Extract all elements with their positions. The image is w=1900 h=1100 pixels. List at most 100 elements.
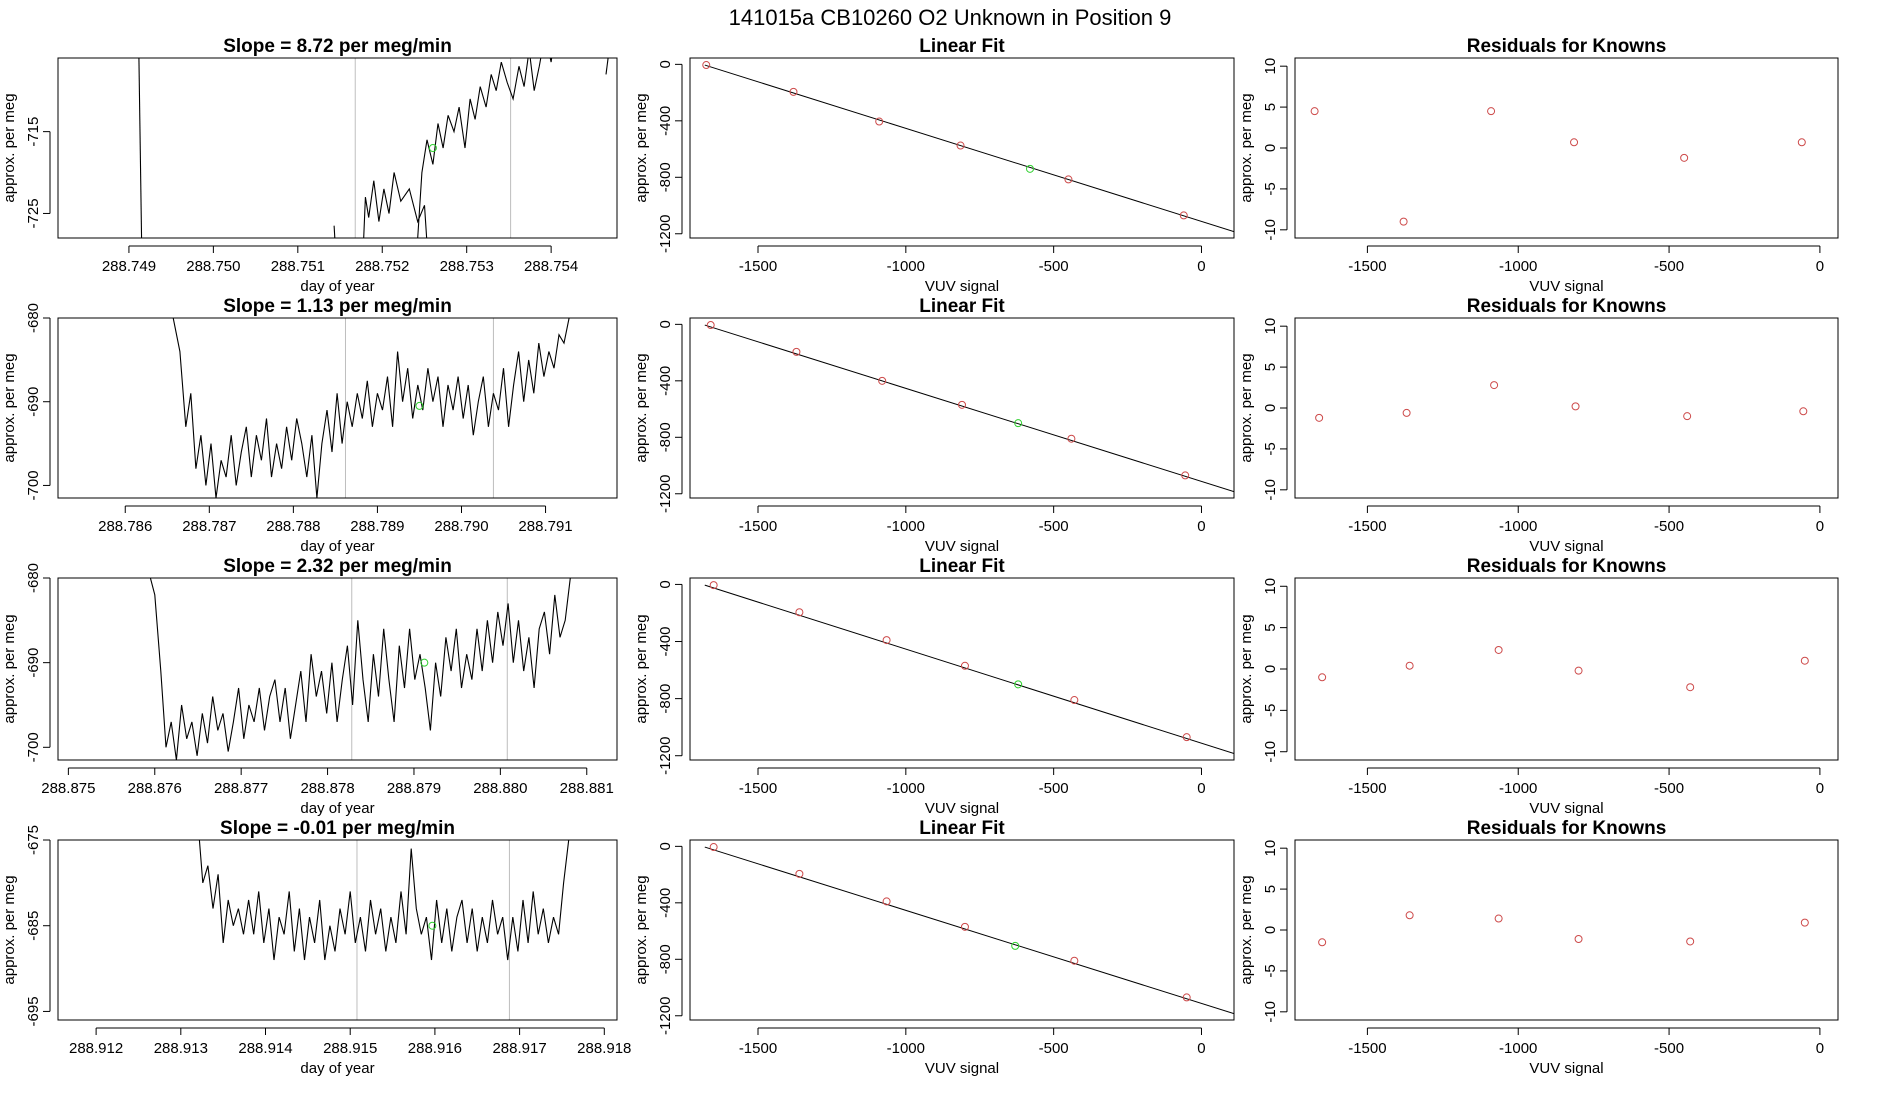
x-tick-label: -1500	[1348, 258, 1386, 275]
panel-fit-2: Linear Fit VUV signal approx. per meg -1500…	[633, 296, 1235, 555]
plot-frame	[689, 577, 1235, 761]
plot-frame	[57, 317, 618, 499]
residual-point	[1686, 937, 1695, 946]
x-tick-label: 288.751	[271, 258, 325, 275]
y-tick-label: -10	[1262, 479, 1279, 501]
y-axis-label: approx. per meg	[1238, 614, 1255, 723]
plot-frame	[57, 839, 618, 1021]
known-point	[706, 321, 715, 330]
x-tick-label: 288.917	[492, 1040, 546, 1057]
known-point	[882, 897, 891, 906]
y-tick-label: -5	[1262, 704, 1279, 717]
known-point	[709, 843, 718, 852]
panel-title: Residuals for Knowns	[1467, 296, 1667, 317]
unknown-point	[1014, 419, 1023, 428]
panel-title: Residuals for Knowns	[1467, 36, 1667, 57]
y-tick-label: -715	[25, 117, 42, 147]
figure-title: 141015a CB10260 O2 Unknown in Position 9	[729, 5, 1172, 30]
y-tick-label: -800	[657, 162, 674, 192]
known-point	[789, 87, 798, 96]
plot-frame	[689, 317, 1235, 499]
x-tick-label: 288.878	[300, 780, 354, 797]
plot-area	[138, 58, 609, 238]
residual-point	[1487, 107, 1496, 116]
known-point	[956, 141, 965, 150]
panel-fit-3: Linear Fit VUV signal approx. per meg -1500…	[633, 556, 1235, 817]
y-tick-label: -400	[657, 106, 674, 136]
y-tick-label: -800	[657, 944, 674, 974]
y-tick-label: -680	[25, 303, 42, 333]
known-point	[795, 869, 804, 878]
x-tick-label: 288.912	[69, 1040, 123, 1057]
y-tick-label: -800	[657, 422, 674, 452]
x-tick-label: 288.753	[440, 258, 494, 275]
known-point	[1070, 696, 1079, 705]
plot-frame	[1294, 839, 1839, 1021]
residual-point	[1800, 918, 1809, 927]
residual-point	[1405, 661, 1414, 670]
trace-line	[605, 58, 609, 75]
x-tick-label: 288.877	[214, 780, 268, 797]
x-tick-label: -500	[1654, 518, 1684, 535]
x-tick-label: 0	[1816, 518, 1824, 535]
fit-line	[704, 324, 1234, 493]
panel-title: Residuals for Knowns	[1467, 556, 1667, 577]
unknown-point	[415, 401, 424, 410]
panel-title: Slope = 8.72 per meg/min	[223, 36, 452, 57]
x-tick-label: -1000	[887, 1040, 925, 1057]
y-tick-label: -400	[657, 627, 674, 657]
y-tick-label: -800	[657, 684, 674, 714]
known-point	[1064, 175, 1073, 184]
panel-title: Linear Fit	[919, 36, 1005, 57]
y-tick-label: -725	[25, 198, 42, 228]
y-tick-label: -5	[1262, 964, 1279, 977]
y-axis-label: approx. per meg	[1, 614, 18, 723]
x-tick-label: -1500	[1348, 518, 1386, 535]
x-tick-label: 288.916	[408, 1040, 462, 1057]
residual-point	[1494, 914, 1503, 923]
panel-title: Linear Fit	[919, 296, 1005, 317]
y-axis-label: approx. per meg	[1, 875, 18, 984]
x-tick-label: 0	[1816, 1040, 1824, 1057]
x-tick-label: 288.880	[473, 780, 527, 797]
y-tick-label: -10	[1262, 1001, 1279, 1023]
x-tick-label: 0	[1197, 780, 1205, 797]
known-point	[960, 922, 969, 931]
known-point	[1179, 211, 1188, 220]
residual-point	[1680, 153, 1689, 162]
unknown-point	[1014, 680, 1023, 689]
x-tick-label: 288.915	[323, 1040, 377, 1057]
y-tick-label: 0	[1262, 144, 1279, 152]
panel-fit-4: Linear Fit VUV signal approx. per meg -1500…	[633, 818, 1235, 1077]
plot-area	[1318, 911, 1809, 947]
plot-area	[1315, 381, 1808, 422]
x-tick-label: -500	[1039, 780, 1069, 797]
plot-area	[704, 843, 1234, 1015]
y-tick-label: -690	[25, 648, 42, 678]
y-tick-label: 10	[1262, 58, 1279, 75]
panel-fit-1: Linear Fit VUV signal approx. per meg -1500…	[633, 36, 1235, 295]
panel-resid-2: Residuals for Knowns VUV signal approx. pe…	[1238, 296, 1839, 555]
x-axis-label: VUV signal	[925, 800, 999, 817]
x-tick-label: -1500	[739, 518, 777, 535]
x-tick-label: 288.879	[387, 780, 441, 797]
x-axis-label: VUV signal	[1529, 1060, 1603, 1077]
known-point	[1181, 471, 1190, 480]
y-axis-label: approx. per meg	[1238, 875, 1255, 984]
known-point	[960, 661, 969, 670]
plot-frame	[1294, 57, 1839, 239]
y-tick-label: 0	[657, 842, 674, 850]
y-tick-label: -690	[25, 387, 42, 417]
x-tick-label: -500	[1654, 1040, 1684, 1057]
x-tick-label: 288.876	[128, 780, 182, 797]
y-tick-label: -700	[25, 732, 42, 762]
y-tick-label: 0	[657, 60, 674, 68]
x-tick-label: -1500	[739, 258, 777, 275]
residual-point	[1310, 107, 1319, 116]
y-tick-label: 10	[1262, 840, 1279, 857]
residual-point	[1399, 217, 1408, 226]
x-tick-label: -1500	[739, 1040, 777, 1057]
unknown-point	[428, 144, 437, 152]
x-axis-label: day of year	[300, 800, 374, 817]
